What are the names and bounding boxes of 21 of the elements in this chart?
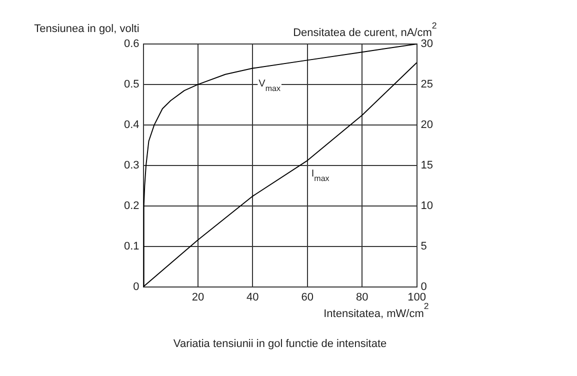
y2-tick-label: 0	[420, 280, 427, 293]
y2-tick-label: 30	[420, 38, 434, 50]
y2-tick-label: 5	[420, 240, 427, 252]
y2-tick-label: 15	[420, 159, 434, 172]
x-tick-label: 80	[356, 291, 368, 304]
y-tick-label: 0.3	[124, 159, 140, 172]
x-tick-label: 40	[246, 291, 259, 304]
y-tick-label: 0.2	[124, 200, 140, 212]
y-tick-label: 0.5	[124, 78, 140, 90]
x-tick-label: 60	[301, 291, 314, 304]
y-tick-label: 0.4	[124, 118, 140, 131]
y-axis-title: Tensiunea in gol, volti	[34, 23, 140, 35]
x-tick-label: 100	[408, 291, 426, 304]
y-tick-label: 0.1	[124, 240, 140, 252]
y2-tick-label: 25	[420, 78, 434, 90]
y2-tick-label: 10	[420, 200, 434, 212]
text: Variatia tensiunii in gol functie de intensitate	[173, 338, 387, 350]
y-tick-label: 0	[133, 280, 140, 293]
y2-tick-label: 20	[420, 118, 434, 131]
x-tick-label: 20	[192, 291, 204, 304]
y-tick-label: 0.6	[124, 38, 140, 50]
